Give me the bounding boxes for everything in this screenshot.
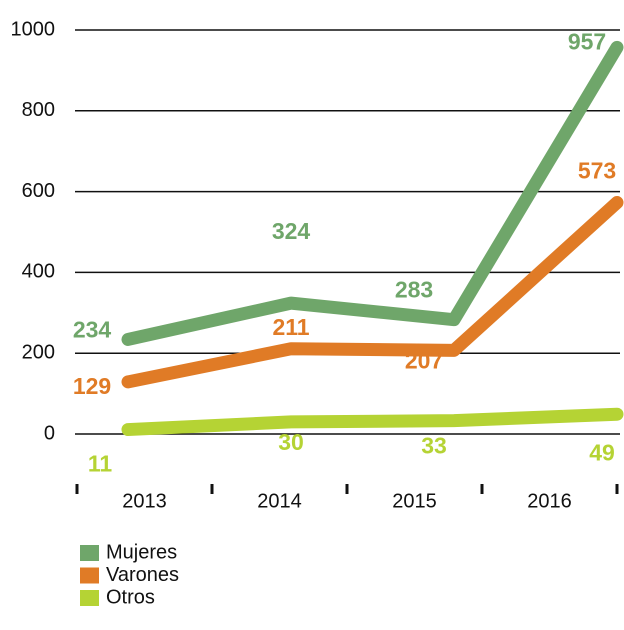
legend-swatch [80, 590, 99, 606]
y-tick-label: 400 [22, 261, 55, 283]
y-tick-label: 800 [22, 99, 55, 121]
data-label: 211 [272, 314, 309, 340]
data-label: 129 [73, 373, 111, 399]
series-line [121, 407, 624, 437]
y-tick-label: 1000 [11, 18, 56, 40]
data-label: 30 [278, 429, 304, 455]
data-label: 957 [568, 28, 606, 54]
data-label: 283 [395, 277, 433, 303]
y-tick-label: 0 [44, 422, 55, 444]
legend-label: Otros [106, 586, 155, 608]
legend-swatch [80, 545, 99, 561]
series-line [121, 196, 624, 389]
data-label: 33 [421, 433, 447, 459]
data-label: 49 [589, 439, 615, 465]
data-label: 207 [405, 347, 443, 373]
legend-label: Mujeres [106, 541, 177, 563]
x-tick-label: 2014 [257, 490, 302, 512]
y-tick-label: 200 [22, 341, 55, 363]
data-label: 573 [578, 158, 616, 184]
y-tick-label: 600 [22, 180, 55, 202]
x-tick-label: 2015 [392, 490, 437, 512]
data-label: 11 [88, 451, 113, 477]
x-tick-label: 2013 [122, 490, 167, 512]
data-label: 324 [272, 218, 311, 244]
data-label: 234 [73, 317, 112, 343]
legend-swatch [80, 567, 99, 584]
series-line [121, 40, 624, 346]
legend-label: Varones [106, 564, 179, 586]
x-tick-label: 2016 [527, 490, 572, 512]
